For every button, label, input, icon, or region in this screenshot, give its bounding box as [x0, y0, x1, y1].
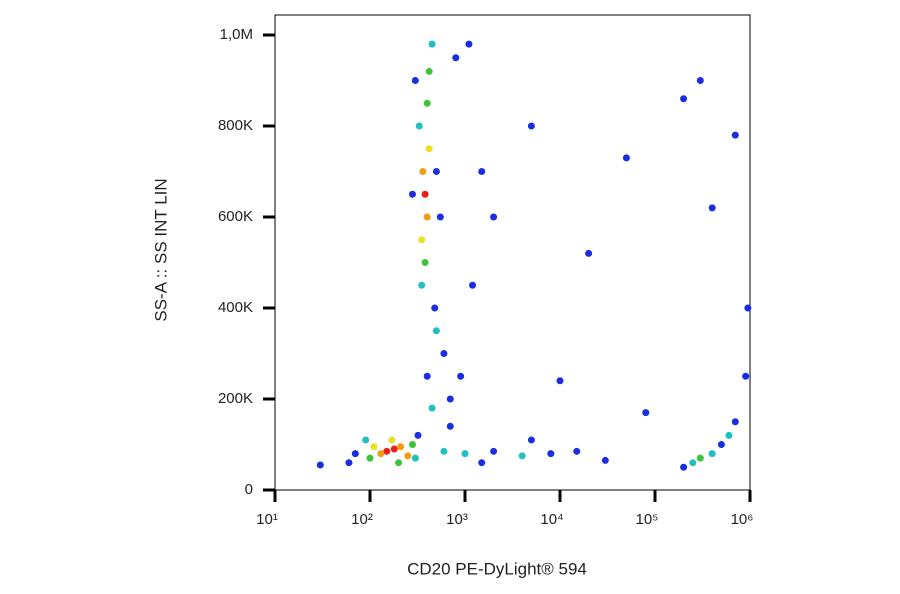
point [731, 131, 739, 139]
point [717, 441, 725, 449]
point [585, 249, 593, 257]
point [432, 168, 440, 176]
point [708, 204, 716, 212]
y-tick-label: 1,0M [220, 26, 253, 43]
point [418, 281, 426, 289]
point [696, 454, 704, 462]
x-tick-label: 10⁴ [540, 511, 563, 528]
point [390, 445, 398, 453]
point [421, 259, 429, 267]
point [478, 168, 486, 176]
point [370, 443, 378, 451]
point [411, 77, 419, 85]
x-axis-label: CD20 PE-DyLight® 594 [407, 559, 587, 578]
point [708, 450, 716, 458]
point [351, 450, 359, 458]
point [436, 213, 444, 221]
point [388, 436, 396, 444]
point [423, 99, 431, 107]
point [425, 67, 433, 75]
point [432, 327, 440, 335]
y-axis-label: SS-A :: SS INT LIN [151, 178, 170, 321]
point [527, 436, 535, 444]
point [383, 447, 391, 455]
y-tick-label: 800K [218, 117, 253, 134]
point [622, 154, 630, 162]
point [423, 372, 431, 380]
point [469, 281, 477, 289]
point [461, 450, 469, 458]
point [411, 454, 419, 462]
x-tick-label: 10⁵ [636, 511, 659, 528]
x-tick-label: 10² [351, 511, 373, 528]
y-tick-label: 200K [218, 390, 253, 407]
point [366, 454, 374, 462]
point [440, 350, 448, 358]
point [397, 443, 405, 451]
x-tick-label: 10⁶ [731, 511, 754, 528]
point [556, 377, 564, 385]
y-tick-label: 600K [218, 208, 253, 225]
point [680, 95, 688, 103]
point [362, 436, 370, 444]
point [452, 54, 460, 62]
point [421, 190, 429, 198]
y-tick-label: 400K [218, 299, 253, 316]
point [345, 459, 353, 467]
point [415, 122, 423, 130]
point [731, 418, 739, 426]
point [404, 452, 412, 460]
point [490, 447, 498, 455]
point [377, 450, 385, 458]
point [425, 145, 433, 153]
point [696, 77, 704, 85]
point [642, 409, 650, 417]
x-tick-label: 10³ [446, 511, 468, 528]
point [408, 441, 416, 449]
point [446, 422, 454, 430]
point [573, 447, 581, 455]
point [689, 459, 697, 467]
plot-frame [274, 14, 751, 491]
point [428, 404, 436, 412]
point [518, 452, 526, 460]
point [395, 459, 403, 467]
point [431, 304, 439, 312]
point [744, 304, 752, 312]
point [419, 168, 427, 176]
point [418, 236, 426, 244]
point [316, 461, 324, 469]
point [440, 447, 448, 455]
point [428, 40, 436, 48]
point [742, 372, 750, 380]
point [601, 456, 609, 464]
point [680, 463, 688, 471]
point [414, 431, 422, 439]
point [465, 40, 473, 48]
y-tick-label: 0 [245, 481, 253, 498]
point [423, 213, 431, 221]
point [547, 450, 555, 458]
point [408, 190, 416, 198]
x-tick-label: 10¹ [256, 511, 278, 528]
point [527, 122, 535, 130]
point [490, 213, 498, 221]
point [446, 395, 454, 403]
point [478, 459, 486, 467]
point [725, 431, 733, 439]
point [457, 372, 465, 380]
